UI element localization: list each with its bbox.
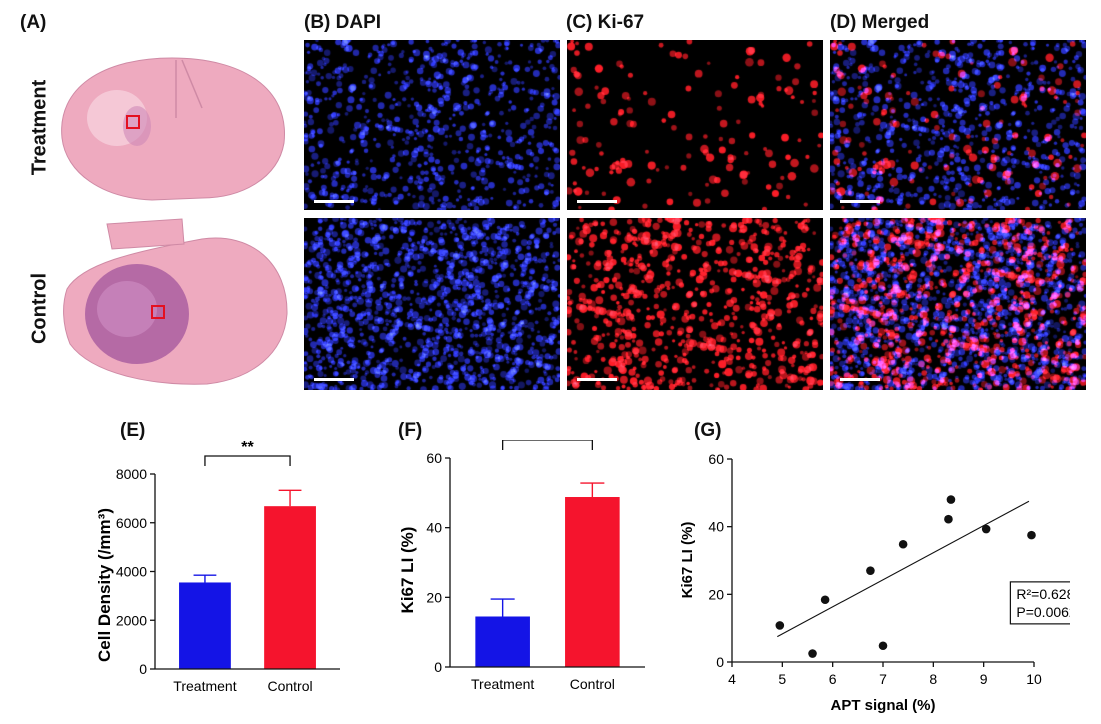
ki67-control-image [567, 218, 823, 390]
dapi-treatment-panel [304, 40, 560, 210]
stats-box [1009, 581, 1070, 625]
scale-bar [577, 200, 617, 203]
y-tick-label: 0 [716, 654, 724, 670]
x-tick-label: 6 [829, 671, 837, 687]
x-tick-label: 10 [1026, 671, 1042, 687]
panel-label-f: (F) [398, 420, 423, 441]
dapi-treatment-image [304, 40, 560, 210]
x-tick-label: Control [570, 676, 615, 692]
data-point [1027, 530, 1036, 540]
data-point [944, 514, 953, 524]
roi-box-control [151, 305, 165, 319]
bar-treatment [475, 616, 530, 667]
row-label-treatment: Treatment [28, 79, 51, 176]
ki67-treatment-panel [567, 40, 823, 210]
x-tick-label: 5 [778, 671, 786, 687]
x-tick-label: 8 [929, 671, 937, 687]
y-tick-label: 20 [426, 589, 442, 605]
significance-label: ** [241, 440, 254, 456]
scale-bar [840, 378, 880, 381]
x-tick-label: 9 [980, 671, 988, 687]
significance-bracket [502, 440, 593, 450]
data-point [981, 524, 991, 534]
panel-label-a: (A) [20, 12, 47, 33]
data-point [775, 621, 785, 630]
panel-label-d: (D) Merged [830, 12, 930, 33]
significance-bracket [204, 455, 291, 466]
panel-label-c: (C) Ki-67 [566, 12, 645, 33]
data-point [878, 641, 888, 651]
bar-control [565, 497, 620, 667]
dapi-control-image [304, 218, 560, 390]
y-tick-label: 0 [434, 659, 442, 675]
roi-box-treatment [126, 115, 140, 129]
merged-treatment-panel [830, 40, 1086, 210]
x-axis-label: APT signal (%) [830, 697, 935, 714]
merged-control-panel [830, 218, 1086, 390]
x-tick-label: Treatment [471, 676, 534, 692]
row-label-control: Control [28, 272, 51, 345]
y-tick-label: 60 [426, 450, 442, 466]
ki67-treatment-image [567, 40, 823, 210]
scale-bar [314, 200, 354, 203]
data-point [946, 495, 956, 504]
y-tick-label: 2000 [116, 612, 147, 628]
panel-label-e: (E) [120, 420, 146, 441]
y-tick-label: 4000 [116, 564, 147, 580]
x-tick-label: Control [267, 678, 312, 694]
histology-treatment [61, 57, 285, 201]
x-tick-label: 7 [879, 671, 887, 687]
dapi-control-panel [304, 218, 560, 390]
scale-bar [840, 200, 880, 203]
y-axis-label: Cell Density (/mm³) [95, 508, 114, 662]
scale-bar [577, 378, 617, 381]
y-tick-label: 0 [139, 661, 147, 677]
data-point [898, 539, 908, 549]
bar-treatment [179, 582, 231, 669]
y-tick-label: 8000 [116, 466, 147, 482]
y-axis-label: Ki67 LI (%) [398, 527, 417, 614]
y-tick-label: 6000 [116, 515, 147, 531]
bar-control [264, 506, 316, 669]
merged-treatment-image [830, 40, 1086, 210]
y-tick-label: 60 [708, 451, 724, 467]
ki67-control-panel [567, 218, 823, 390]
histology-control [63, 218, 288, 385]
y-tick-label: 40 [426, 520, 442, 536]
chart-scatter-apt: Ki67 LI (%) APT signal (%) 0 20 40 60 4 5 6 7 8 9… [679, 451, 1070, 714]
y-axis-label: Ki67 LI (%) [679, 522, 696, 599]
data-point [808, 649, 817, 658]
data-point [866, 566, 875, 575]
p-value-label: P=0.0062 [1016, 604, 1070, 620]
x-tick-label: 4 [728, 671, 736, 687]
regression-line [777, 500, 1030, 638]
x-tick-label: Treatment [173, 678, 236, 694]
data-point [820, 595, 830, 605]
r-squared-label: R²=0.6283 [1016, 586, 1070, 602]
y-tick-label: 20 [708, 586, 724, 602]
panel-label-b: (B) DAPI [304, 12, 382, 33]
scale-bar [314, 378, 354, 381]
panel-label-g: (G) [694, 420, 722, 441]
chart-cell-density: Cell Density (/mm³) 0 2000 4000 6000 8000 **… [95, 440, 340, 694]
y-tick-label: 40 [708, 519, 724, 535]
merged-control-image [830, 218, 1086, 390]
